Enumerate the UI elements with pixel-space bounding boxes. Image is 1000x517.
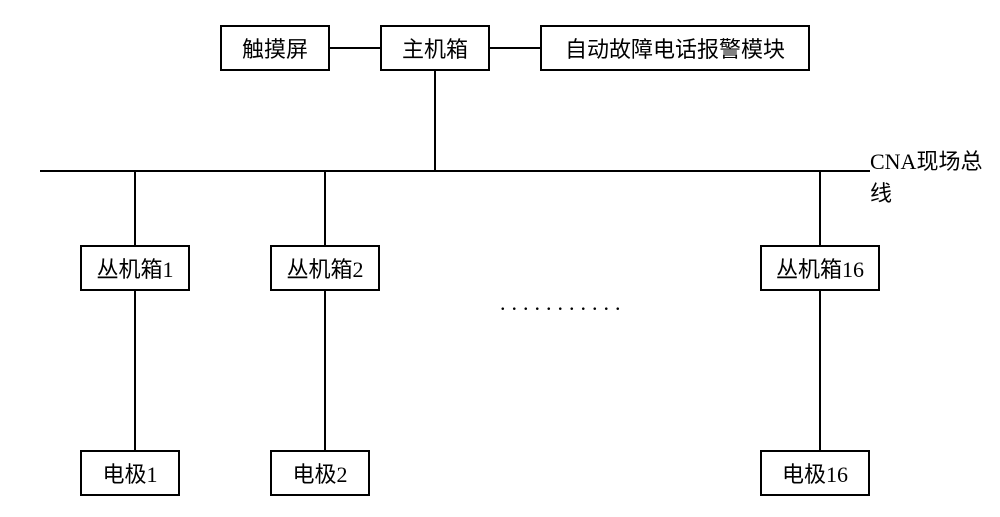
- edge-touch-main: [330, 47, 380, 49]
- node-alarm: 自动故障电话报警模块: [540, 25, 810, 71]
- node-slave2: 丛机箱2: [270, 245, 380, 291]
- node-slave1: 丛机箱1: [80, 245, 190, 291]
- node-label: 电极1: [102, 457, 157, 489]
- node-label: 丛机箱16: [776, 252, 864, 284]
- edge-slave2-bus: [324, 171, 326, 246]
- node-label: 触摸屏: [242, 32, 308, 64]
- node-elec1: 电极1: [80, 450, 180, 496]
- edge-slave1-bus: [134, 171, 136, 246]
- node-label: 丛机箱1: [96, 252, 173, 284]
- node-touchscreen: 触摸屏: [220, 25, 330, 71]
- edge-main-alarm: [490, 47, 540, 49]
- edge-slave16-elec: [819, 291, 821, 451]
- edge-slave16-bus: [819, 171, 821, 246]
- node-elec16: 电极16: [760, 450, 870, 496]
- node-label: 电极16: [782, 457, 848, 489]
- edge-slave2-elec: [324, 291, 326, 451]
- node-elec2: 电极2: [270, 450, 370, 496]
- ellipsis: ...........: [500, 290, 627, 316]
- node-label: 电极2: [292, 457, 347, 489]
- fieldbus-line: [40, 170, 960, 172]
- edge-slave1-elec: [134, 291, 136, 451]
- fieldbus-label: CNA现场总线: [870, 144, 1000, 208]
- node-label: 主机箱: [402, 32, 468, 64]
- node-label: 丛机箱2: [286, 252, 363, 284]
- edge-main-down: [434, 71, 436, 171]
- node-mainbox: 主机箱: [380, 25, 490, 71]
- node-slave16: 丛机箱16: [760, 245, 880, 291]
- node-label: 自动故障电话报警模块: [565, 32, 785, 64]
